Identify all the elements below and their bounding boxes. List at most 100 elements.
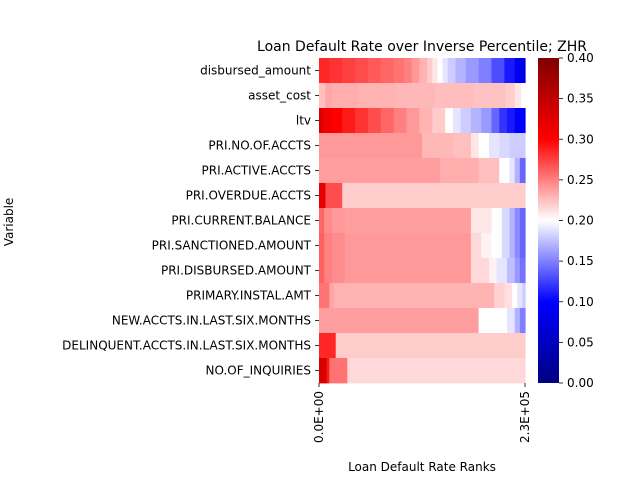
heatmap-cell (473, 83, 507, 109)
heatmap-cell (326, 358, 330, 384)
heatmap-cell (419, 108, 433, 134)
y-tick-label: PRI.CURRENT.BALANCE (171, 214, 311, 228)
heatmap-cell (514, 158, 521, 184)
heatmap-cell (455, 58, 467, 84)
colorbar-tick-label: 0.10 (567, 295, 594, 309)
heatmap-cell (491, 108, 500, 134)
colorbar-tick-label: 0.00 (567, 376, 594, 390)
heatmap-cell (514, 58, 521, 84)
heatmap-cell (496, 258, 508, 284)
heatmap-cell (470, 108, 482, 134)
heatmap-cell (331, 83, 359, 109)
heatmap-cell (514, 308, 521, 334)
heatmap-cell (422, 133, 454, 159)
heatmap-cell (319, 58, 330, 84)
heatmap-cell (329, 58, 343, 84)
heatmap-cell (509, 133, 526, 159)
heatmap-cell (367, 58, 382, 84)
heatmap-cell (319, 283, 330, 309)
heatmap-cell (344, 258, 472, 284)
heatmap-cell (432, 108, 446, 134)
heatmap-cell (505, 83, 516, 109)
heatmap-cell (393, 108, 408, 134)
y-tick-label: NO.OF_INQUIRIES (206, 364, 311, 378)
heatmap-cell (342, 58, 356, 84)
heatmap-cell (380, 108, 395, 134)
x-tick-label: 2.3E+05 (518, 391, 532, 443)
heatmap-cell (509, 158, 516, 184)
heatmap-cell (519, 158, 526, 184)
heatmap-cell (331, 108, 343, 134)
y-tick-label: NEW.ACCTS.IN.LAST.SIX.MONTHS (112, 314, 311, 328)
y-tick-label: PRI.DISBURSED.AMOUNT (161, 264, 312, 278)
colorbar-tick-label: 0.25 (567, 173, 594, 187)
heatmap-cell (329, 283, 336, 309)
heatmap-cell (396, 83, 436, 109)
heatmap-cell (488, 258, 498, 284)
heatmap-cell (342, 108, 356, 134)
colorbar-tick-label: 0.15 (567, 254, 594, 268)
heatmap-cell (519, 258, 526, 284)
heatmap-cell (491, 58, 505, 84)
y-tick-label: PRI.OVERDUE.ACCTS (186, 189, 311, 203)
heatmap-cell (331, 258, 346, 284)
heatmap-cell (481, 233, 493, 259)
heatmap-cell (478, 133, 490, 159)
heatmap-cell (319, 233, 325, 259)
heatmap-cell (393, 58, 405, 84)
heatmap-cell (355, 58, 369, 84)
heatmap-cell (319, 133, 423, 159)
heatmap-cell (509, 233, 516, 259)
heatmap-cell (440, 158, 480, 184)
heatmap-cell (512, 283, 518, 309)
heatmap-cell (319, 208, 325, 234)
x-axis-label: Loan Default Rate Ranks (348, 460, 496, 474)
heatmap-cell (506, 108, 516, 134)
heatmap-cell (411, 58, 421, 84)
heatmap-cell (437, 58, 444, 84)
heatmap-cell (501, 233, 511, 259)
heatmap-cell (509, 208, 516, 234)
heatmap-cell (501, 208, 511, 234)
heatmap-cell (506, 258, 516, 284)
x-tick-label: 0.0E+00 (312, 391, 326, 443)
heatmap-cell (465, 58, 480, 84)
heatmap-cell (432, 58, 439, 84)
heatmap-cell (499, 108, 508, 134)
heatmap-cell (519, 233, 526, 259)
heatmap-cell (494, 283, 505, 309)
heatmap-cell (334, 283, 495, 309)
y-tick-label: PRI.NO.OF.ACCTS (208, 139, 311, 153)
heatmap-cell (499, 133, 511, 159)
y-tick-label: PRI.ACTIVE.ACCTS (202, 164, 311, 178)
heatmap-cell (403, 58, 413, 84)
heatmap-cell (342, 183, 526, 209)
heatmap-cell (452, 133, 472, 159)
y-tick-label: disbursed_amount (200, 64, 311, 78)
heatmap-cell (324, 233, 333, 259)
heatmap-cell (442, 58, 449, 84)
y-tick-label: DELINQUENT.ACCTS.IN.LAST.SIX.MONTHS (62, 339, 311, 353)
colorbar-tick-label: 0.35 (567, 92, 594, 106)
chart-title: Loan Default Rate over Inverse Percentil… (257, 39, 587, 55)
heatmap-cell (470, 208, 493, 234)
heatmap-cell (319, 258, 325, 284)
heatmap-cell (522, 283, 526, 309)
heatmap-cell (406, 108, 421, 134)
colorbar-tick-label: 0.20 (567, 214, 594, 228)
heatmap-cell (434, 83, 475, 109)
heatmap-cell (319, 333, 337, 359)
heatmap-cell (488, 133, 500, 159)
heatmap-cell (357, 83, 397, 109)
heatmap-cell (514, 83, 522, 109)
y-tick-label: ltv (296, 114, 311, 128)
heatmap-cell (319, 158, 441, 184)
heatmap-cell (478, 308, 508, 334)
colorbar-ticks: 0.00 0.05 0.10 0.15 0.20 0.25 0.30 0.35 0.40 (559, 51, 594, 390)
heatmap-cell (514, 258, 521, 284)
heatmap-cell (517, 283, 524, 309)
y-tick-label: asset_cost (248, 89, 311, 103)
heatmap-cell (324, 208, 333, 234)
